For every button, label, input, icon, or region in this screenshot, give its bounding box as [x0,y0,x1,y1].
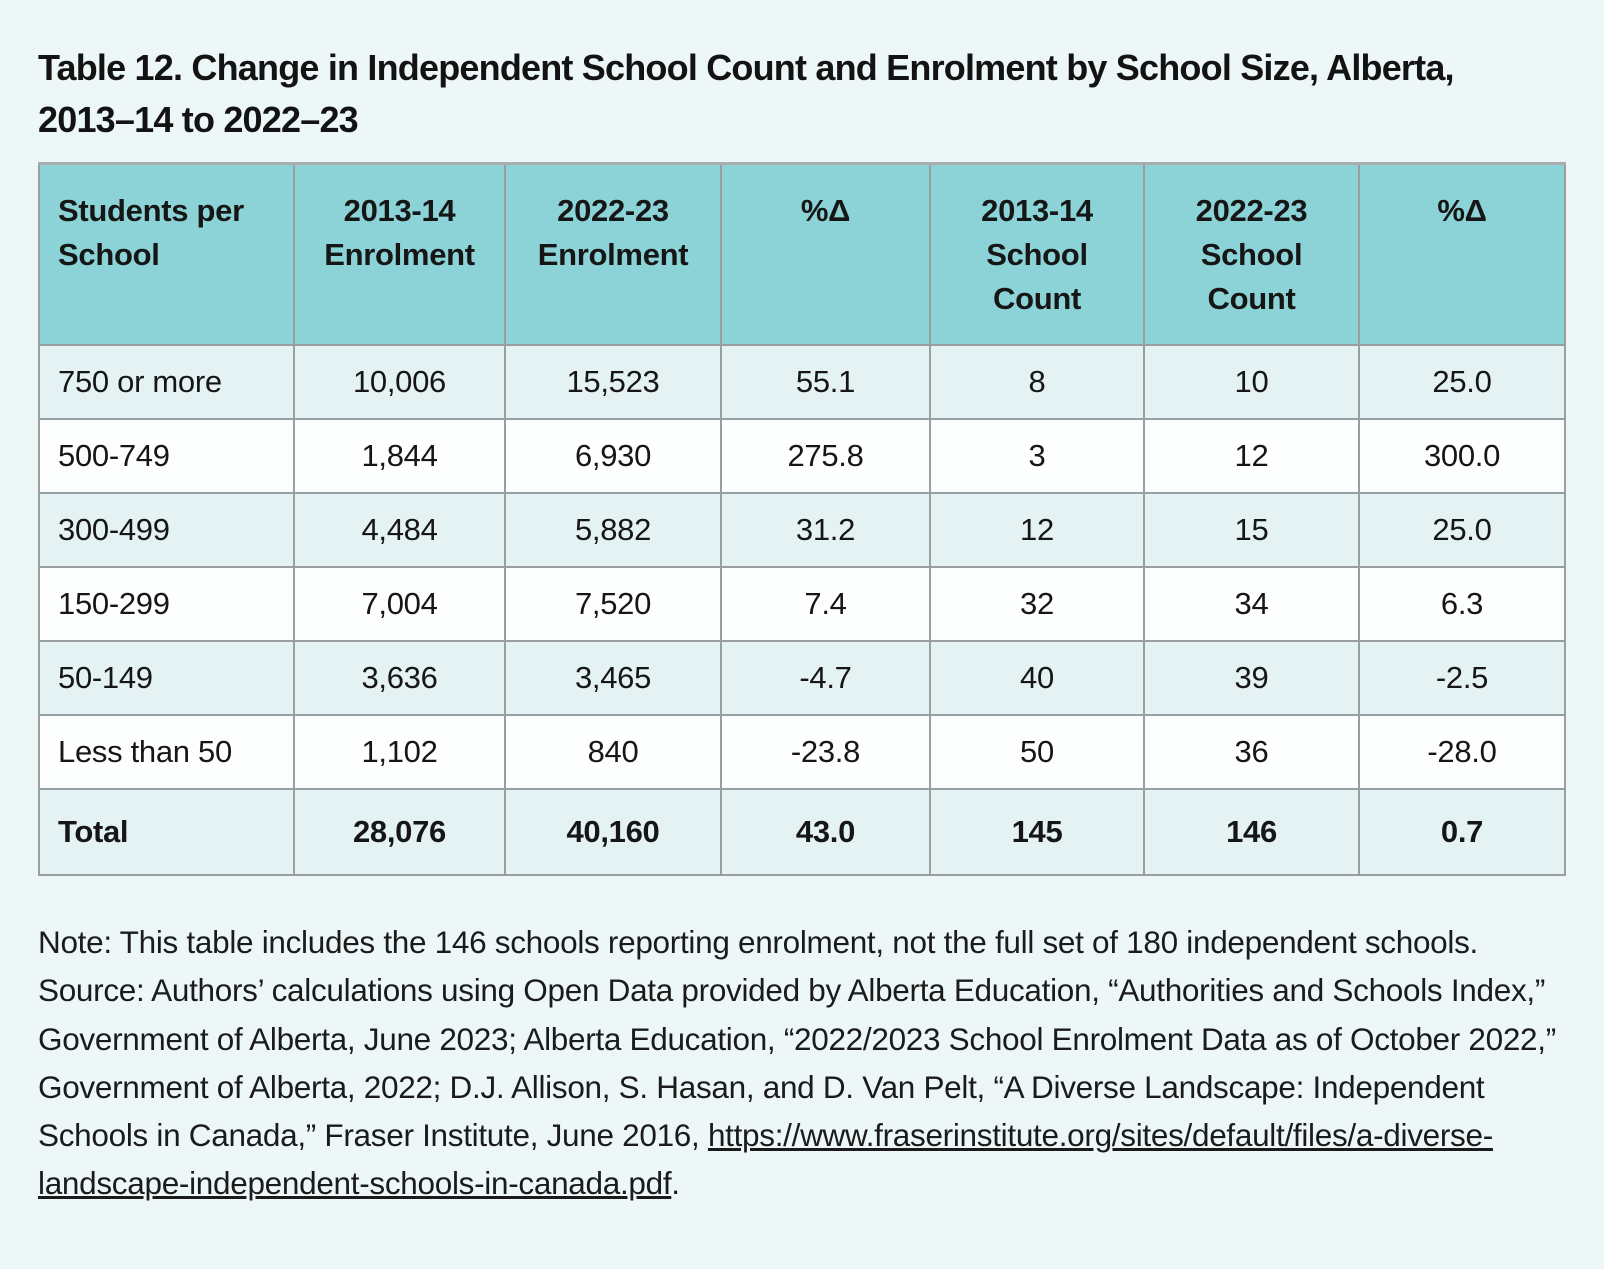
cell: 7,004 [293,566,506,643]
cell: -2.5 [1358,640,1566,717]
cell: 6.3 [1358,566,1566,643]
cell: 6,930 [504,418,722,495]
header-row: Students per School 2013-14 Enrolment 20… [38,161,1566,347]
cell: 12 [929,492,1145,569]
cell: 1,102 [293,714,506,791]
total-cell: 28,076 [293,788,506,877]
total-cell: 145 [929,788,1145,877]
cell: 12 [1143,418,1360,495]
school-size-table: Students per School 2013-14 Enrolment 20… [38,161,1566,877]
cell: 34 [1143,566,1360,643]
table-title: Table 12. Change in Independent School C… [38,47,1455,140]
table-row: 500-749 1,844 6,930 275.8 3 12 300.0 [38,418,1566,495]
total-cell: 146 [1143,788,1360,877]
header-2022-23-school-count: 2022-23 School Count [1143,161,1360,347]
cell: 50 [929,714,1145,791]
cell: 40 [929,640,1145,717]
total-row: Total 28,076 40,160 43.0 145 146 0.7 [38,788,1566,877]
row-label: 300-499 [38,492,295,569]
cell: 10 [1143,344,1360,421]
row-label: 150-299 [38,566,295,643]
header-2013-14-enrolment: 2013-14 Enrolment [293,161,506,347]
table-row: 150-299 7,004 7,520 7.4 32 34 6.3 [38,566,1566,643]
table-row: 750 or more 10,006 15,523 55.1 8 10 25.0 [38,344,1566,421]
row-label: 50-149 [38,640,295,717]
cell: 1,844 [293,418,506,495]
cell: 25.0 [1358,492,1566,569]
cell: 32 [929,566,1145,643]
header-students-per-school: Students per School [38,161,295,347]
cell: -4.7 [720,640,931,717]
cell: 3 [929,418,1145,495]
header-2013-14-school-count: 2013-14 School Count [929,161,1145,347]
table-header: Students per School 2013-14 Enrolment 20… [38,161,1566,347]
cell: 15,523 [504,344,722,421]
note-and-source: Note: This table includes the 146 school… [38,918,1566,1207]
row-label: Less than 50 [38,714,295,791]
cell: 3,465 [504,640,722,717]
cell: 300.0 [1358,418,1566,495]
cell: 8 [929,344,1145,421]
table-row: Less than 50 1,102 840 -23.8 50 36 -28.0 [38,714,1566,791]
cell: 3,636 [293,640,506,717]
cell: 7.4 [720,566,931,643]
cell: 15 [1143,492,1360,569]
cell: 10,006 [293,344,506,421]
cell: 39 [1143,640,1360,717]
table-row: 300-499 4,484 5,882 31.2 12 15 25.0 [38,492,1566,569]
cell: 7,520 [504,566,722,643]
cell: 36 [1143,714,1360,791]
header-2022-23-enrolment: 2022-23 Enrolment [504,161,722,347]
source-link[interactable]: https://www.fraserinstitute.org/sites/de… [38,1116,1493,1202]
cell: 5,882 [504,492,722,569]
total-cell: 0.7 [1358,788,1566,877]
cell: 275.8 [720,418,931,495]
cell: 4,484 [293,492,506,569]
total-label: Total [38,788,295,877]
cell: 840 [504,714,722,791]
note-text: Note: This table includes the 146 school… [38,924,1556,1153]
header-pct-change-count: %Δ [1358,161,1566,347]
total-cell: 40,160 [504,788,722,877]
note-text-end: . [671,1165,680,1202]
cell: 31.2 [720,492,931,569]
table-row: 50-149 3,636 3,465 -4.7 40 39 -2.5 [38,640,1566,717]
row-label: 750 or more [38,344,295,421]
header-pct-change-enrolment: %Δ [720,161,931,347]
total-cell: 43.0 [720,788,931,877]
cell: -28.0 [1358,714,1566,791]
cell: 55.1 [720,344,931,421]
cell: 25.0 [1358,344,1566,421]
row-label: 500-749 [38,418,295,495]
cell: -23.8 [720,714,931,791]
